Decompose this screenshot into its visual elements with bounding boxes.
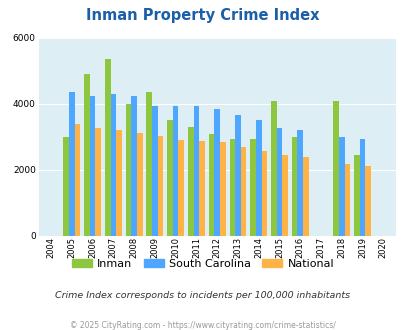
Text: © 2025 CityRating.com - https://www.cityrating.com/crime-statistics/: © 2025 CityRating.com - https://www.city…: [70, 321, 335, 330]
Bar: [364, 166, 370, 236]
Text: Inman Property Crime Index: Inman Property Crime Index: [86, 8, 319, 23]
Bar: [291, 137, 297, 236]
Bar: [359, 139, 364, 236]
Bar: [131, 96, 136, 236]
Legend: Inman, South Carolina, National: Inman, South Carolina, National: [67, 254, 338, 273]
Bar: [199, 141, 205, 236]
Bar: [240, 147, 246, 236]
Bar: [75, 124, 80, 236]
Text: Crime Index corresponds to incidents per 100,000 inhabitants: Crime Index corresponds to incidents per…: [55, 291, 350, 300]
Bar: [333, 101, 338, 236]
Bar: [173, 106, 178, 236]
Bar: [116, 130, 121, 236]
Bar: [157, 136, 163, 236]
Bar: [353, 155, 359, 236]
Bar: [208, 134, 214, 236]
Bar: [146, 92, 152, 236]
Bar: [276, 128, 281, 236]
Bar: [281, 155, 287, 236]
Bar: [229, 139, 234, 236]
Bar: [152, 106, 157, 236]
Bar: [104, 59, 110, 236]
Bar: [136, 133, 142, 236]
Bar: [271, 101, 276, 236]
Bar: [193, 106, 199, 236]
Bar: [90, 96, 95, 236]
Bar: [261, 151, 266, 236]
Bar: [95, 128, 101, 236]
Bar: [126, 104, 131, 236]
Bar: [303, 157, 308, 236]
Bar: [84, 74, 90, 236]
Bar: [63, 137, 69, 236]
Bar: [167, 120, 173, 236]
Bar: [110, 94, 116, 236]
Bar: [178, 140, 183, 236]
Bar: [69, 92, 75, 236]
Bar: [250, 139, 255, 236]
Bar: [255, 120, 261, 236]
Bar: [344, 164, 350, 236]
Bar: [220, 142, 225, 236]
Bar: [214, 109, 220, 236]
Bar: [297, 130, 303, 236]
Bar: [234, 115, 240, 236]
Bar: [188, 127, 193, 236]
Bar: [338, 137, 344, 236]
